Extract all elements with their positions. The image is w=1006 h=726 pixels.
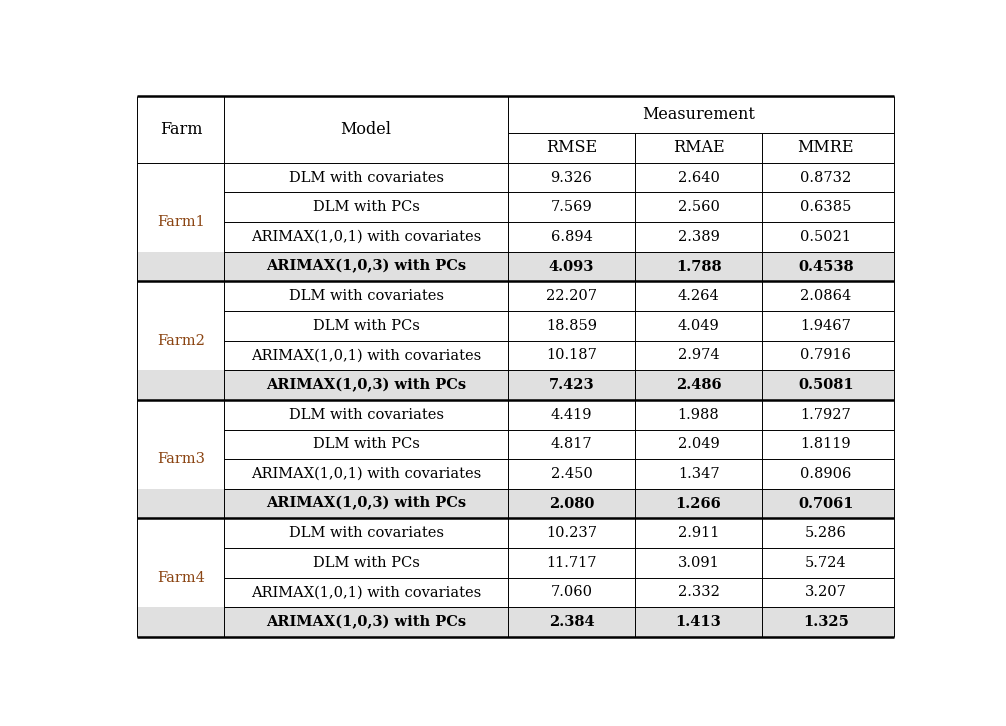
Text: ARIMAX(1,0,3) with PCs: ARIMAX(1,0,3) with PCs — [267, 378, 466, 392]
Text: Model: Model — [341, 121, 391, 138]
Bar — [138, 370, 893, 400]
Text: 1.8119: 1.8119 — [801, 437, 851, 452]
Bar — [138, 311, 893, 340]
Text: 22.207: 22.207 — [546, 289, 597, 303]
Text: 2.049: 2.049 — [678, 437, 719, 452]
Bar — [138, 340, 893, 370]
Bar — [138, 163, 893, 192]
Text: RMSE: RMSE — [546, 139, 598, 157]
Text: 0.7061: 0.7061 — [798, 497, 853, 510]
Bar — [138, 222, 893, 252]
Text: ARIMAX(1,0,3) with PCs: ARIMAX(1,0,3) with PCs — [267, 497, 466, 510]
Text: 4.817: 4.817 — [550, 437, 593, 452]
Text: DLM with PCs: DLM with PCs — [313, 437, 420, 452]
Text: 9.326: 9.326 — [550, 171, 593, 184]
Bar — [138, 459, 893, 489]
Text: 10.237: 10.237 — [546, 526, 597, 540]
Text: 1.413: 1.413 — [676, 615, 721, 629]
Text: ARIMAX(1,0,3) with PCs: ARIMAX(1,0,3) with PCs — [267, 615, 466, 629]
Bar — [138, 548, 893, 578]
Text: 4.264: 4.264 — [678, 289, 719, 303]
Text: ARIMAX(1,0,3) with PCs: ARIMAX(1,0,3) with PCs — [267, 259, 466, 274]
Text: DLM with covariates: DLM with covariates — [289, 526, 444, 540]
Text: 5.724: 5.724 — [805, 556, 846, 570]
Text: 4.419: 4.419 — [551, 408, 593, 422]
Text: ARIMAX(1,0,1) with covariates: ARIMAX(1,0,1) with covariates — [252, 230, 481, 244]
Text: 18.859: 18.859 — [546, 319, 597, 333]
Text: 7.423: 7.423 — [548, 378, 595, 392]
Text: Farm: Farm — [160, 121, 202, 138]
Text: 0.7916: 0.7916 — [800, 348, 851, 362]
Text: 2.640: 2.640 — [678, 171, 719, 184]
Text: Farm3: Farm3 — [157, 452, 205, 466]
Text: 1.988: 1.988 — [678, 408, 719, 422]
Text: Measurement: Measurement — [642, 106, 756, 123]
Bar — [138, 192, 893, 222]
Text: 1.325: 1.325 — [803, 615, 849, 629]
Text: 11.717: 11.717 — [546, 556, 597, 570]
Bar — [138, 400, 893, 430]
Text: 7.060: 7.060 — [550, 585, 593, 600]
Text: 3.091: 3.091 — [678, 556, 719, 570]
Text: 2.450: 2.450 — [550, 467, 593, 481]
Text: 2.486: 2.486 — [676, 378, 721, 392]
Text: MMRE: MMRE — [798, 139, 854, 157]
Text: 2.080: 2.080 — [549, 497, 595, 510]
Bar — [138, 97, 893, 163]
Text: 4.093: 4.093 — [549, 260, 595, 274]
Text: Farm1: Farm1 — [157, 215, 205, 229]
Text: 0.5021: 0.5021 — [800, 230, 851, 244]
Bar — [138, 607, 893, 637]
Text: 1.266: 1.266 — [676, 497, 721, 510]
Text: DLM with PCs: DLM with PCs — [313, 319, 420, 333]
Text: 3.207: 3.207 — [805, 585, 847, 600]
Text: Farm2: Farm2 — [157, 334, 205, 348]
Text: 10.187: 10.187 — [546, 348, 597, 362]
Text: 0.8732: 0.8732 — [800, 171, 851, 184]
Text: 2.560: 2.560 — [678, 200, 719, 214]
Text: DLM with covariates: DLM with covariates — [289, 289, 444, 303]
Text: ARIMAX(1,0,1) with covariates: ARIMAX(1,0,1) with covariates — [252, 585, 481, 600]
Text: 0.6385: 0.6385 — [800, 200, 851, 214]
Text: 1.347: 1.347 — [678, 467, 719, 481]
Text: 6.894: 6.894 — [550, 230, 593, 244]
Text: 0.5081: 0.5081 — [798, 378, 853, 392]
Text: 2.974: 2.974 — [678, 348, 719, 362]
Text: 2.384: 2.384 — [548, 615, 595, 629]
Text: 1.788: 1.788 — [676, 260, 721, 274]
Text: 2.911: 2.911 — [678, 526, 719, 540]
Text: 1.7927: 1.7927 — [801, 408, 851, 422]
Text: 1.9467: 1.9467 — [800, 319, 851, 333]
Text: 2.0864: 2.0864 — [800, 289, 851, 303]
Text: 0.8906: 0.8906 — [800, 467, 851, 481]
Bar — [138, 430, 893, 459]
Text: 7.569: 7.569 — [550, 200, 593, 214]
Bar — [138, 578, 893, 607]
Text: 2.332: 2.332 — [678, 585, 719, 600]
Bar — [138, 489, 893, 518]
Text: DLM with covariates: DLM with covariates — [289, 408, 444, 422]
Bar — [138, 518, 893, 548]
Text: ARIMAX(1,0,1) with covariates: ARIMAX(1,0,1) with covariates — [252, 467, 481, 481]
Text: 2.389: 2.389 — [678, 230, 719, 244]
Text: RMAE: RMAE — [673, 139, 724, 157]
Text: 0.4538: 0.4538 — [798, 260, 853, 274]
Bar — [138, 282, 893, 311]
Bar — [138, 252, 893, 282]
Text: DLM with PCs: DLM with PCs — [313, 200, 420, 214]
Text: 5.286: 5.286 — [805, 526, 847, 540]
Text: ARIMAX(1,0,1) with covariates: ARIMAX(1,0,1) with covariates — [252, 348, 481, 362]
Text: DLM with covariates: DLM with covariates — [289, 171, 444, 184]
Text: 4.049: 4.049 — [678, 319, 719, 333]
Text: Farm4: Farm4 — [157, 571, 205, 584]
Text: DLM with PCs: DLM with PCs — [313, 556, 420, 570]
